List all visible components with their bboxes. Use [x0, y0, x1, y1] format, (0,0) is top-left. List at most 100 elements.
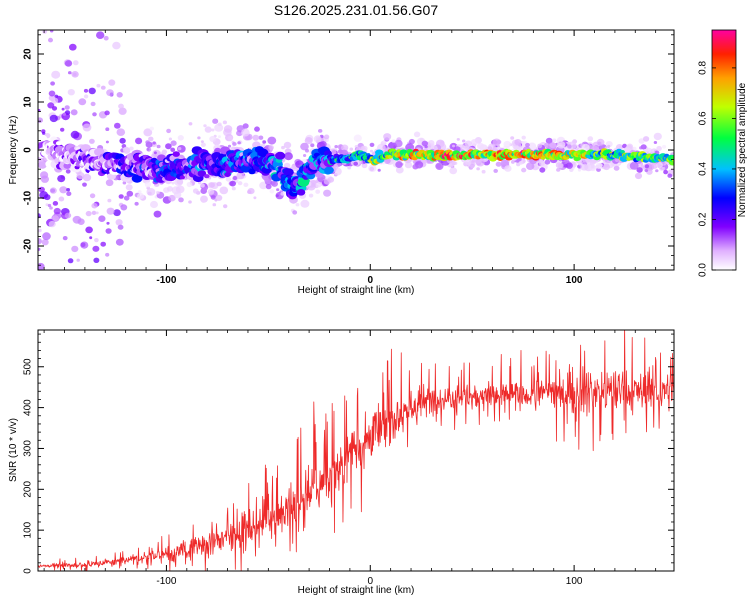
heatmap-cell: [557, 141, 566, 149]
heatmap-cell: [92, 245, 100, 252]
heatmap-cell: [275, 194, 279, 198]
heatmap-cell: [280, 191, 285, 196]
heatmap-cell: [300, 142, 309, 151]
heatmap-cell: [146, 188, 156, 196]
heatmap-cell: [626, 144, 634, 151]
heatmap-cell: [545, 137, 553, 144]
heatmap-cell: [200, 142, 206, 147]
y-tick-label: 20: [23, 48, 34, 60]
heatmap-cell: [212, 203, 217, 207]
heatmap-ridge-cell: [620, 150, 625, 154]
heatmap-ridge-cell: [257, 148, 269, 157]
heatmap-cell: [319, 141, 327, 148]
heatmap-cell: [667, 173, 673, 178]
heatmap-ridge-cell: [88, 170, 95, 176]
heatmap-cell: [69, 43, 77, 51]
heatmap-cell: [151, 153, 158, 160]
heatmap-cell: [481, 169, 486, 174]
heatmap-cell: [91, 210, 97, 215]
heatmap-cell: [556, 168, 561, 172]
heatmap-cell: [106, 221, 110, 225]
heatmap-cell: [353, 134, 362, 142]
heatmap-cell: [50, 81, 55, 86]
heatmap-cell: [653, 132, 662, 141]
heatmap-cell: [219, 186, 229, 195]
heatmap-cell: [95, 211, 99, 215]
heatmap-cell: [122, 181, 127, 185]
heatmap-cell: [150, 200, 158, 209]
heatmap-cell: [651, 163, 658, 169]
heatmap-cell: [243, 182, 249, 187]
heatmap-cell: [237, 181, 243, 186]
heatmap-cell: [503, 140, 512, 148]
heatmap-cell: [78, 98, 87, 106]
heatmap-cell: [552, 138, 557, 143]
x-tick-label: -100: [156, 275, 176, 286]
heatmap-cell: [66, 191, 72, 196]
heatmap-cell: [89, 193, 96, 199]
heatmap-cell: [137, 192, 145, 200]
colorbar-tick-label: 0.0: [698, 263, 709, 277]
heatmap-cell: [209, 135, 217, 143]
heatmap-cell: [68, 71, 72, 75]
heatmap-cell: [663, 169, 668, 175]
heatmap-cell: [126, 190, 134, 197]
heatmap-cell: [207, 188, 215, 195]
heatmap-ridge-cell: [172, 151, 180, 157]
heatmap-cell: [629, 161, 639, 170]
heatmap-cell: [300, 199, 310, 208]
heatmap-cell: [229, 180, 236, 187]
heatmap-cell: [462, 139, 466, 143]
x-tick-label: 100: [566, 576, 583, 587]
heatmap-cell: [526, 162, 535, 170]
heatmap-cell: [283, 141, 292, 149]
heatmap-cell: [177, 135, 184, 141]
x-tick-label: -100: [156, 576, 176, 587]
heatmap-ridge-cell: [296, 189, 306, 196]
heatmap-cell: [58, 196, 65, 202]
heatmap-cell: [537, 143, 543, 149]
colorbar: 0.0 0.2 0.4 0.6 0.8 Normalized spectral ampl…: [698, 29, 748, 277]
heatmap-cell: [487, 146, 493, 151]
heatmap-cell: [100, 85, 106, 90]
heatmap-cell: [504, 165, 512, 172]
heatmap-cell: [241, 128, 250, 137]
heatmap-cell: [265, 184, 272, 190]
heatmap-cell: [349, 147, 354, 151]
heatmap-cell: [223, 204, 228, 209]
heatmap-cell: [70, 109, 78, 116]
heatmap-cell: [510, 136, 515, 140]
heatmap-cell: [43, 194, 51, 201]
heatmap-cell: [323, 189, 332, 197]
heatmap-cell: [72, 215, 82, 224]
heatmap-cell: [476, 167, 480, 171]
heatmap-cell: [353, 161, 359, 166]
y-tick-label: 300: [23, 440, 34, 457]
heatmap-cell: [122, 146, 130, 153]
heatmap-ridge-cell: [197, 170, 207, 177]
heatmap-cell: [52, 201, 59, 206]
heatmap-cell: [173, 191, 182, 199]
heatmap-cell: [216, 181, 222, 187]
y-tick-label: -10: [23, 190, 34, 205]
snr-y-axis-label: SNR (10 * v/v): [8, 418, 19, 482]
heatmap-cell: [47, 203, 52, 208]
heatmap-cell: [596, 138, 605, 146]
colorbar-label: Normalized spectral amplitude: [737, 82, 748, 217]
heatmap-cell: [413, 131, 421, 138]
x-tick-label: 100: [566, 275, 583, 286]
heatmap-cell: [67, 258, 74, 264]
heatmap-cell: [186, 181, 193, 188]
heatmap-cell: [85, 226, 93, 234]
heatmap-cell: [65, 169, 71, 174]
heatmap-cell: [51, 97, 59, 104]
heatmap-cell: [42, 232, 51, 241]
heatmap-cell: [208, 182, 215, 188]
heatmap-cell: [655, 169, 659, 173]
heatmap-ridge-cell: [204, 174, 210, 179]
colorbar-ticks: 0.0 0.2 0.4 0.6 0.8: [698, 61, 736, 277]
heatmap-cell: [105, 140, 109, 144]
heatmap-cell: [394, 139, 403, 148]
heatmap-cell: [215, 194, 223, 201]
heatmap-cell: [170, 140, 177, 146]
